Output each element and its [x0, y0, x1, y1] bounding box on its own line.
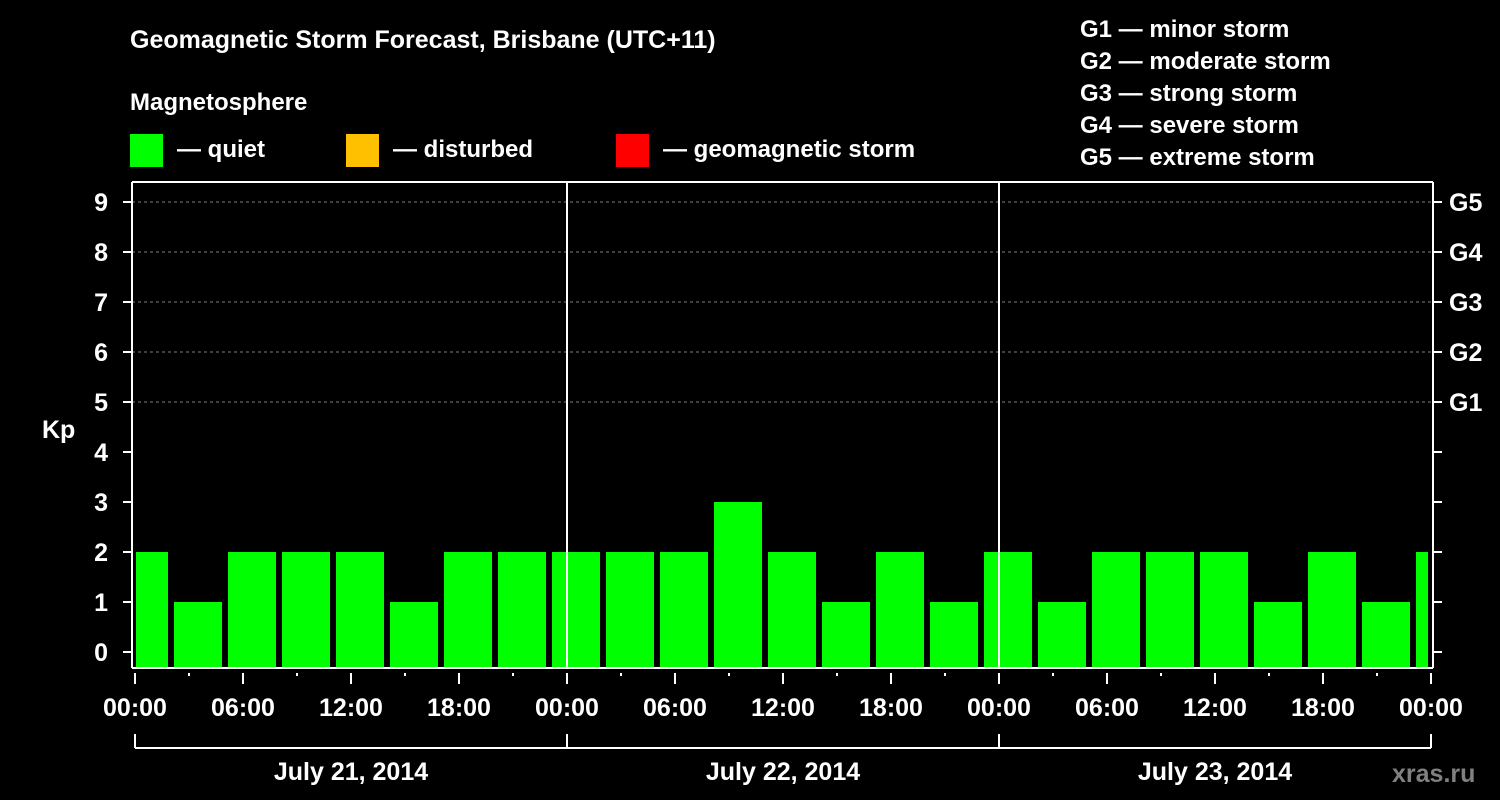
- watermark: xras.ru: [1392, 760, 1475, 788]
- y-tick-label: 3: [94, 489, 108, 517]
- bar-24: [1416, 552, 1428, 668]
- bar-20: [1200, 552, 1248, 668]
- bar-11: [714, 502, 762, 668]
- axes: 0 1 2 3 4 5 6 7 8 9 G1 G2 G3 G4 G5 00:00 06:00 12:00 18:00…: [94, 181, 1482, 786]
- bar-17: [1038, 602, 1086, 668]
- storm-scale-item: G2 — moderate storm: [1080, 48, 1331, 75]
- bar-2: [228, 552, 276, 668]
- g-scale-label: G2: [1449, 339, 1482, 367]
- x-tick-label: 18:00: [1291, 694, 1355, 722]
- bar-13: [822, 602, 870, 668]
- legend-swatch-0: [130, 134, 163, 167]
- y-tick-label: 0: [94, 639, 108, 667]
- y-tick-label: 5: [94, 389, 108, 417]
- bars: [136, 502, 1428, 668]
- bar-5: [390, 602, 438, 668]
- bar-6: [444, 552, 492, 668]
- bar-3: [282, 552, 330, 668]
- y-tick-label: 1: [94, 589, 108, 617]
- x-tick-label: 12:00: [751, 694, 815, 722]
- legend-swatch-1: [346, 134, 379, 167]
- storm-scale-item: G1 — minor storm: [1080, 16, 1289, 43]
- grid: [132, 201, 1433, 403]
- storm-scale-item: G4 — severe storm: [1080, 112, 1299, 139]
- day-label: July 22, 2014: [706, 758, 860, 786]
- bar-14: [876, 552, 924, 668]
- g-scale-label: G3: [1449, 289, 1482, 317]
- y-tick-label: 6: [94, 339, 108, 367]
- bar-8: [552, 552, 600, 668]
- y-tick-label: 8: [94, 239, 108, 267]
- bar-23: [1362, 602, 1410, 668]
- legend-label: — quiet: [177, 136, 265, 163]
- x-tick-label: 06:00: [211, 694, 275, 722]
- bar-21: [1254, 602, 1302, 668]
- legend: — quiet — disturbed — geomagnetic storm: [130, 134, 915, 167]
- y-tick-label: 7: [94, 289, 108, 317]
- legend-label: — disturbed: [393, 136, 533, 163]
- g-scale-label: G4: [1449, 239, 1482, 267]
- bar-19: [1146, 552, 1194, 668]
- y-tick-label: 2: [94, 539, 108, 567]
- bar-9: [606, 552, 654, 668]
- x-tick-label: 00:00: [103, 694, 167, 722]
- storm-scale-item: G5 — extreme storm: [1080, 144, 1315, 171]
- x-tick-label: 18:00: [859, 694, 923, 722]
- y-tick-label: 4: [94, 439, 108, 467]
- x-tick-label: 12:00: [1183, 694, 1247, 722]
- x-tick-label: 12:00: [319, 694, 383, 722]
- y-axis-label: Kp: [42, 416, 75, 444]
- x-tick-label: 18:00: [427, 694, 491, 722]
- day-label: July 23, 2014: [1138, 758, 1292, 786]
- x-tick-label: 00:00: [535, 694, 599, 722]
- bar-10: [660, 552, 708, 668]
- bar-18: [1092, 552, 1140, 668]
- bar-12: [768, 552, 816, 668]
- legend-swatch-2: [616, 134, 649, 167]
- legend-title: Magnetosphere: [130, 89, 307, 116]
- g-scale-label: G5: [1449, 189, 1482, 217]
- g-scale-label: G1: [1449, 389, 1482, 417]
- bar-0: [136, 552, 168, 668]
- bar-22: [1308, 552, 1356, 668]
- x-tick-label: 06:00: [643, 694, 707, 722]
- bar-15: [930, 602, 978, 668]
- bar-16: [984, 552, 1032, 668]
- x-tick-label: 00:00: [967, 694, 1031, 722]
- legend-label: — geomagnetic storm: [663, 136, 915, 163]
- day-label: July 21, 2014: [274, 758, 428, 786]
- x-tick-label: 00:00: [1399, 694, 1463, 722]
- bar-7: [498, 552, 546, 668]
- bar-4: [336, 552, 384, 668]
- bar-1: [174, 602, 222, 668]
- y-tick-label: 9: [94, 189, 108, 217]
- storm-scale-legend: G1 — minor storm G2 — moderate storm G3 — …: [1080, 16, 1331, 171]
- chart-title: Geomagnetic Storm Forecast, Brisbane (UT…: [130, 26, 716, 54]
- storm-scale-item: G3 — strong storm: [1080, 80, 1297, 107]
- x-tick-label: 06:00: [1075, 694, 1139, 722]
